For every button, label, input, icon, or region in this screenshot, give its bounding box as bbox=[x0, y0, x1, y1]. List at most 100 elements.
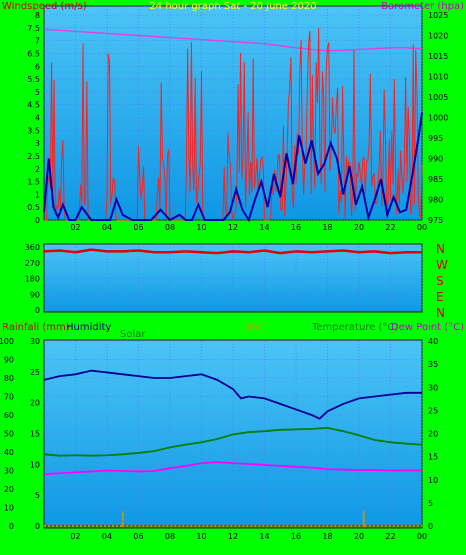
humidity-line bbox=[43, 369, 422, 420]
direction-y-tick-label: 0 bbox=[35, 306, 40, 315]
barometer-tick-label: 1000 bbox=[428, 114, 448, 123]
wind-y-tick-label: 0 bbox=[35, 216, 40, 225]
climate-x-tick-label: 16 bbox=[291, 532, 301, 541]
humidity-tick-label: 0 bbox=[9, 522, 14, 531]
wind-y-tick-label: 5 bbox=[35, 88, 40, 97]
climate-x-tick-label: 00 bbox=[417, 532, 427, 541]
wind-y-tick-label: 2.5 bbox=[27, 152, 40, 161]
direction-y-tick-label: 90 bbox=[30, 290, 40, 299]
temperature-tick-label: 35 bbox=[428, 360, 438, 369]
wind-y-tick-label: 0.5 bbox=[27, 203, 40, 212]
climate-x-tick-label: 02 bbox=[70, 532, 80, 541]
uv-label: UV bbox=[247, 322, 261, 333]
barometer-axis-label: Barometer (hpa) bbox=[381, 1, 464, 12]
barometer-tick-label: 980 bbox=[428, 196, 443, 205]
temperature-tick-label: 20 bbox=[428, 430, 438, 439]
temperature-tick-label: 0 bbox=[428, 522, 433, 531]
dewpoint-axis-label: Dew Point (°C) bbox=[391, 322, 464, 333]
wind-y-tick-label: 8 bbox=[35, 11, 40, 20]
humidity-tick-label: 60 bbox=[4, 411, 14, 420]
barometer-tick-label: 985 bbox=[428, 175, 443, 184]
wind-x-tick-label: 02 bbox=[70, 223, 80, 232]
rainfall-axis-label: Rainfall (mm) bbox=[2, 322, 70, 333]
rainfall-tick-label: 0 bbox=[35, 522, 40, 531]
wind-y-tick-label: 1.5 bbox=[27, 178, 40, 187]
barometer-tick-label: 1025 bbox=[428, 11, 448, 20]
humidity-tick-label: 30 bbox=[4, 467, 14, 476]
humidity-tick-label: 100 bbox=[0, 337, 14, 346]
wind-x-tick-label: 06 bbox=[133, 223, 143, 232]
humidity-tick-label: 20 bbox=[4, 485, 14, 494]
climate-x-tick-label: 20 bbox=[354, 532, 364, 541]
dewpoint-line bbox=[43, 461, 422, 476]
temperature-tick-label: 40 bbox=[428, 337, 438, 346]
climate-x-tick-label: 18 bbox=[322, 532, 332, 541]
wind-x-tick-label: 08 bbox=[165, 223, 175, 232]
barometer-tick-label: 990 bbox=[428, 155, 443, 164]
wind-average-line bbox=[43, 112, 423, 223]
climate-x-tick-label: 12 bbox=[228, 532, 238, 541]
compass-label: S bbox=[436, 274, 444, 288]
wind-x-tick-label: 00 bbox=[417, 223, 427, 232]
solar-label: Solar bbox=[120, 329, 146, 340]
temperature-axis-label: Temperature (°C) bbox=[311, 322, 398, 333]
temperature-tick-label: 30 bbox=[428, 383, 438, 392]
wind-y-tick-label: 7.5 bbox=[27, 24, 40, 33]
direction-y-tick-label: 360 bbox=[25, 243, 40, 252]
wind-y-tick-label: 6 bbox=[35, 62, 40, 71]
wind-y-tick-label: 2 bbox=[35, 165, 40, 174]
wind-chart-title: 24 hour graph Sat - 20 June 2020 bbox=[149, 1, 316, 12]
wind-x-tick-label: 14 bbox=[259, 223, 269, 232]
wind-y-tick-label: 6.5 bbox=[27, 49, 40, 58]
compass-label: N bbox=[436, 242, 445, 256]
temperature-tick-label: 10 bbox=[428, 476, 438, 485]
humidity-tick-label: 50 bbox=[4, 430, 14, 439]
wind-y-tick-label: 3.5 bbox=[27, 126, 40, 135]
climate-x-tick-label: 04 bbox=[102, 532, 112, 541]
climate-x-tick-label: 22 bbox=[385, 532, 395, 541]
barometer-tick-label: 975 bbox=[428, 216, 443, 225]
temperature-tick-label: 15 bbox=[428, 453, 438, 462]
climate-x-tick-label: 06 bbox=[133, 532, 143, 541]
humidity-axis-label: Humidity bbox=[66, 322, 111, 333]
rainfall-tick-label: 5 bbox=[35, 491, 40, 500]
rainfall-tick-label: 10 bbox=[30, 460, 40, 469]
wind-x-tick-label: 10 bbox=[196, 223, 206, 232]
wind-y-tick-label: 5.5 bbox=[27, 75, 40, 84]
climate-x-tick-label: 08 bbox=[165, 532, 175, 541]
wind-x-tick-label: 16 bbox=[291, 223, 301, 232]
uv-line bbox=[44, 511, 422, 527]
barometer-line bbox=[43, 28, 423, 52]
barometer-tick-label: 1010 bbox=[428, 73, 448, 82]
wind-y-tick-label: 7 bbox=[35, 37, 40, 46]
wind-y-tick-label: 4 bbox=[35, 114, 40, 123]
barometer-tick-label: 1015 bbox=[428, 52, 448, 61]
compass-label: E bbox=[436, 290, 444, 304]
temperature-line bbox=[43, 427, 423, 457]
rainfall-tick-label: 25 bbox=[30, 368, 40, 377]
climate-x-tick-label: 10 bbox=[196, 532, 206, 541]
humidity-tick-label: 90 bbox=[4, 356, 14, 365]
wind-x-tick-label: 04 bbox=[102, 223, 112, 232]
wind-x-tick-label: 20 bbox=[354, 223, 364, 232]
direction-y-tick-label: 270 bbox=[25, 259, 40, 268]
wind-direction-line bbox=[43, 248, 422, 255]
barometer-tick-label: 1005 bbox=[428, 93, 448, 102]
wind-x-tick-label: 12 bbox=[228, 223, 238, 232]
barometer-tick-label: 1020 bbox=[428, 32, 448, 41]
wind-x-tick-label: 18 bbox=[322, 223, 332, 232]
humidity-tick-label: 80 bbox=[4, 374, 14, 383]
humidity-tick-label: 40 bbox=[4, 448, 14, 457]
rainfall-tick-label: 30 bbox=[30, 337, 40, 346]
climate-x-tick-label: 14 bbox=[259, 532, 269, 541]
wind-y-tick-label: 1 bbox=[35, 190, 40, 199]
wind-x-tick-label: 22 bbox=[385, 223, 395, 232]
rainfall-tick-label: 20 bbox=[30, 399, 40, 408]
wind-y-tick-label: 3 bbox=[35, 139, 40, 148]
wind-y-tick-label: 4.5 bbox=[27, 101, 40, 110]
humidity-tick-label: 10 bbox=[4, 504, 14, 513]
temperature-tick-label: 5 bbox=[428, 499, 433, 508]
barometer-tick-label: 995 bbox=[428, 134, 443, 143]
